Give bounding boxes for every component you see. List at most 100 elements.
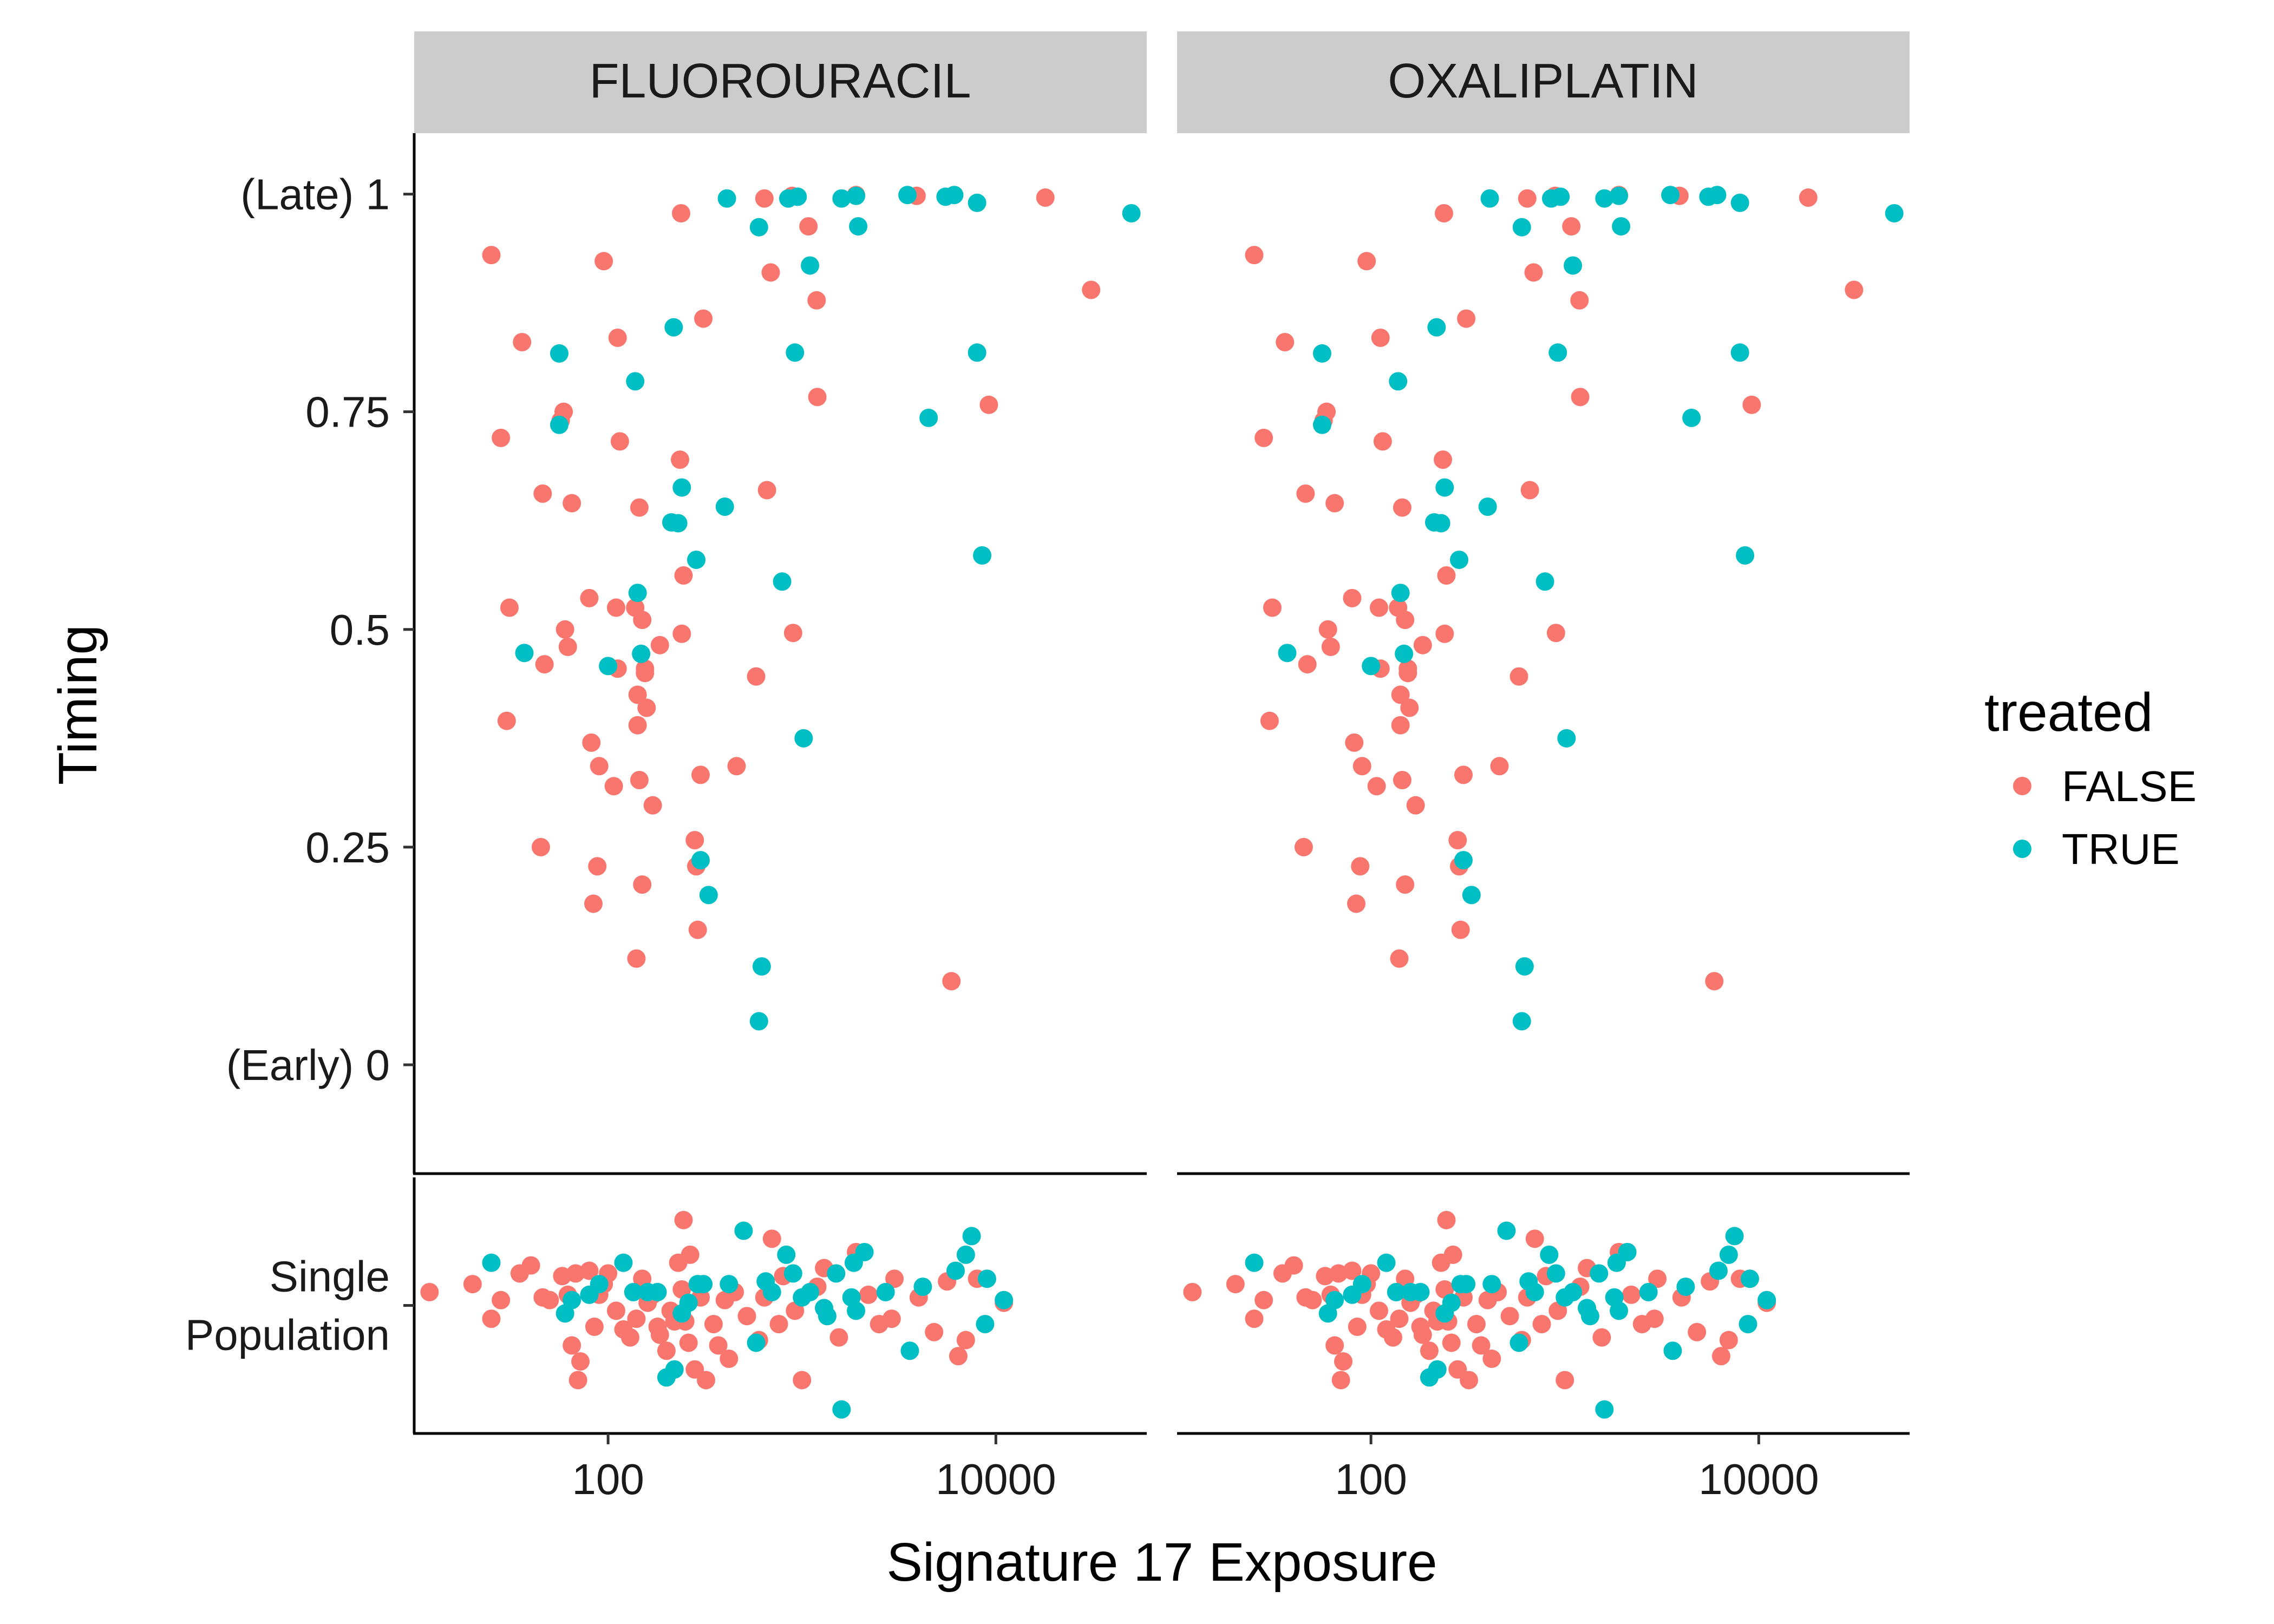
point-oxaliplatin-timing-false [1343, 588, 1362, 607]
point-fluorouracil-timing-true [717, 189, 736, 208]
point-oxaliplatin-timing-true [1389, 372, 1408, 391]
point-oxaliplatin-timing-true [1557, 729, 1576, 748]
point-oxaliplatin-timing-true [1462, 886, 1481, 905]
point-fluorouracil-timing-false [755, 189, 774, 208]
point-oxaliplatin-single-true [1709, 1261, 1728, 1280]
point-fluorouracil-timing-true [773, 572, 792, 591]
point-oxaliplatin-timing-false [1347, 894, 1365, 913]
point-fluorouracil-timing-false [608, 328, 627, 347]
point-fluorouracil-timing-false [727, 757, 746, 776]
point-fluorouracil-timing-false [650, 636, 669, 654]
point-oxaliplatin-single-true [1482, 1275, 1501, 1294]
legend-label-true: TRUE [2062, 825, 2180, 873]
point-oxaliplatin-timing-false [1435, 624, 1454, 643]
point-oxaliplatin-timing-false [1437, 566, 1456, 585]
point-fluorouracil-single-true [946, 1261, 965, 1280]
point-fluorouracil-single-false [568, 1371, 587, 1390]
point-fluorouracil-timing-false [604, 777, 623, 796]
point-fluorouracil-timing-false [533, 484, 552, 503]
point-oxaliplatin-single-true [1757, 1291, 1776, 1309]
point-fluorouracil-timing-false [757, 481, 776, 500]
point-oxaliplatin-timing-false [1393, 498, 1412, 517]
point-oxaliplatin-timing-true [1362, 657, 1381, 676]
point-fluorouracil-timing-false [610, 432, 629, 451]
point-fluorouracil-single-false [859, 1285, 878, 1304]
point-fluorouracil-single-false [709, 1336, 728, 1355]
point-oxaliplatin-timing-false [1391, 685, 1410, 704]
point-oxaliplatin-single-false [1390, 1309, 1409, 1328]
point-oxaliplatin-single-false [1303, 1291, 1322, 1309]
point-oxaliplatin-timing-false [1524, 263, 1543, 282]
point-oxaliplatin-single-true [1564, 1282, 1583, 1301]
point-fluorouracil-timing-false [594, 252, 613, 271]
point-oxaliplatin-timing-false [1457, 309, 1476, 328]
point-oxaliplatin-single-false [1437, 1210, 1456, 1229]
point-oxaliplatin-timing-true [1512, 218, 1531, 237]
point-oxaliplatin-timing-false [1296, 484, 1315, 503]
point-oxaliplatin-single-true [1618, 1242, 1637, 1261]
point-fluorouracil-single-false [585, 1317, 604, 1336]
point-fluorouracil-timing-false [761, 263, 780, 282]
point-oxaliplatin-timing-false [1369, 598, 1388, 617]
point-oxaliplatin-timing-false [1406, 796, 1425, 815]
point-oxaliplatin-single-true [1663, 1341, 1682, 1360]
point-fluorouracil-timing-false [582, 733, 601, 752]
point-oxaliplatin-timing-true [1515, 957, 1534, 976]
point-fluorouracil-single-true [482, 1253, 501, 1272]
point-oxaliplatin-single-false [1467, 1314, 1486, 1333]
point-fluorouracil-single-false [679, 1333, 698, 1352]
point-fluorouracil-single-true [900, 1341, 919, 1360]
point-fluorouracil-timing-false [563, 494, 581, 513]
point-fluorouracil-single-false [681, 1245, 700, 1264]
point-oxaliplatin-timing-false [1570, 291, 1589, 310]
point-oxaliplatin-timing-false [1325, 494, 1344, 513]
point-oxaliplatin-single-false [1556, 1371, 1574, 1390]
point-fluorouracil-timing-false [685, 830, 704, 849]
y-tick-label: 0.75 [305, 388, 390, 436]
point-fluorouracil-single-true [747, 1333, 766, 1352]
facet-label-oxaliplatin: OXALIPLATIN [1388, 54, 1698, 108]
point-fluorouracil-timing-true [672, 478, 691, 497]
point-oxaliplatin-timing-true [1736, 546, 1755, 565]
point-fluorouracil-timing-true [973, 546, 992, 565]
point-oxaliplatin-single-false [1532, 1314, 1551, 1333]
point-fluorouracil-timing-true [788, 187, 807, 206]
legend: treated FALSE TRUE [1984, 682, 2197, 873]
point-oxaliplatin-timing-false [1396, 875, 1415, 894]
point-oxaliplatin-single-false [1592, 1328, 1611, 1347]
point-fluorouracil-timing-false [556, 620, 574, 639]
point-oxaliplatin-single-false [1343, 1261, 1362, 1280]
point-oxaliplatin-single-true [1590, 1264, 1609, 1283]
facet-strip-fluorouracil: FLUOROURACIL [414, 31, 1147, 133]
point-fluorouracil-single-false [762, 1229, 781, 1248]
point-fluorouracil-single-false [571, 1352, 590, 1371]
point-oxaliplatin-single-true [1428, 1360, 1447, 1379]
point-fluorouracil-single-true [648, 1282, 667, 1301]
facet-strip-background [1177, 31, 1910, 133]
point-oxaliplatin-single-false [1331, 1371, 1350, 1390]
point-fluorouracil-timing-false [584, 894, 603, 913]
point-fluorouracil-timing-false [694, 309, 713, 328]
point-fluorouracil-timing-false [688, 920, 707, 939]
point-oxaliplatin-single-false [1688, 1322, 1707, 1341]
point-oxaliplatin-single-false [1648, 1269, 1667, 1288]
facet-strip-oxaliplatin: OXALIPLATIN [1177, 31, 1910, 133]
point-fluorouracil-timing-true [849, 217, 868, 236]
point-fluorouracil-single-false [482, 1309, 501, 1328]
point-fluorouracil-timing-false [588, 857, 607, 876]
point-oxaliplatin-single-true [1595, 1400, 1614, 1419]
point-fluorouracil-single-false [885, 1269, 904, 1288]
point-oxaliplatin-timing-false [1705, 972, 1724, 991]
point-oxaliplatin-single-false [1622, 1285, 1641, 1304]
point-fluorouracil-single-true [855, 1242, 874, 1261]
point-fluorouracil-timing-false [808, 388, 827, 407]
point-oxaliplatin-timing-false [1321, 637, 1340, 656]
point-fluorouracil-timing-true [752, 957, 771, 976]
point-oxaliplatin-single-true [1352, 1275, 1371, 1294]
single-population-label: Single Population [185, 1253, 390, 1359]
point-oxaliplatin-single-false [1645, 1309, 1664, 1328]
point-fluorouracil-single-false [956, 1331, 975, 1350]
point-oxaliplatin-timing-false [1367, 777, 1386, 796]
point-oxaliplatin-timing-false [1373, 432, 1392, 451]
point-oxaliplatin-single-false [1420, 1341, 1439, 1360]
